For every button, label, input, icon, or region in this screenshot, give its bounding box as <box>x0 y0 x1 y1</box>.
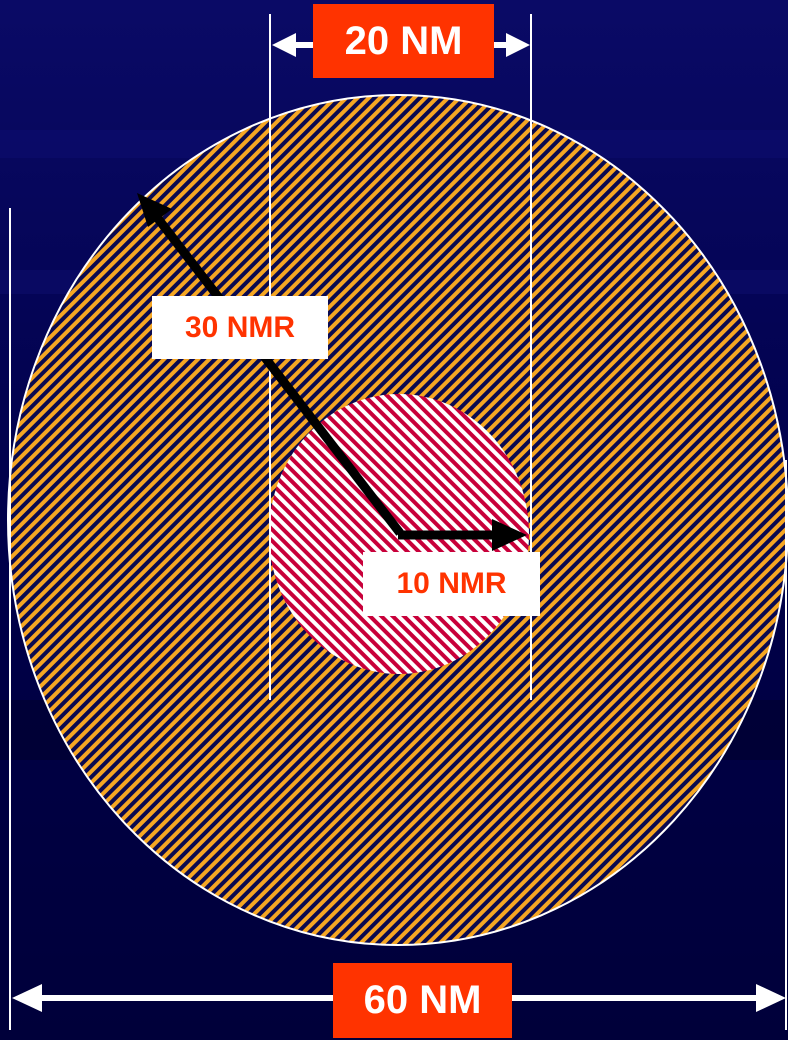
inner-radius-label: 10 NMR <box>363 552 540 616</box>
outer-width-label: 60 NM <box>333 963 512 1038</box>
outer-radius-arrow <box>137 193 404 536</box>
outer-radius-label: 30 NMR <box>152 296 328 359</box>
inner-width-label: 20 NM <box>313 4 494 78</box>
inner-radius-arrow <box>398 519 527 551</box>
